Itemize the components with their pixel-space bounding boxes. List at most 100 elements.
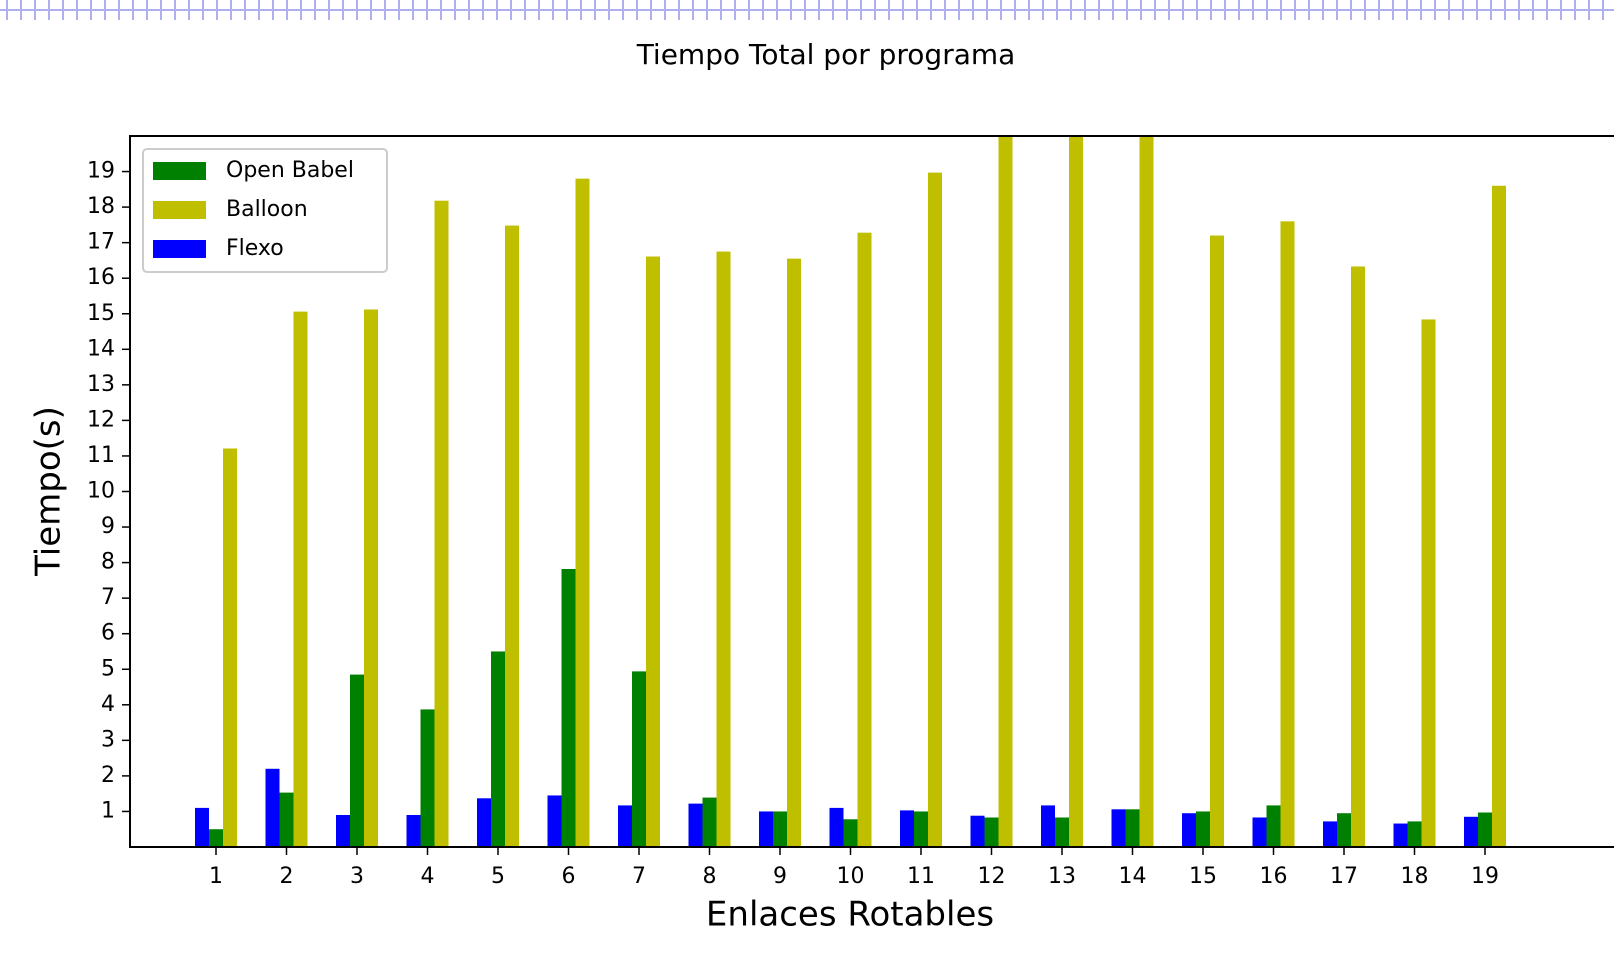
bar	[547, 795, 562, 847]
bar	[618, 805, 632, 847]
x-tick-label: 17	[1330, 864, 1358, 889]
x-tick-label: 5	[491, 864, 505, 889]
bar	[970, 815, 985, 847]
x-tick-label: 16	[1260, 864, 1288, 889]
bar	[1196, 811, 1210, 847]
bar	[1210, 235, 1224, 847]
x-tick-label: 7	[632, 864, 646, 889]
plot-area	[195, 136, 1506, 847]
y-tick-label: 8	[101, 550, 115, 575]
bar	[900, 810, 914, 847]
chart-title: Tiempo Total por programa	[636, 38, 1016, 71]
legend-label: Flexo	[226, 236, 284, 261]
bar	[1041, 805, 1055, 847]
bar	[1393, 823, 1408, 847]
bar	[1139, 136, 1154, 847]
x-tick-label: 9	[773, 864, 787, 889]
bar	[1125, 809, 1140, 847]
y-tick-label: 3	[101, 727, 115, 752]
y-tick-label: 13	[87, 372, 115, 397]
bar	[1055, 817, 1069, 847]
bar	[209, 829, 223, 847]
x-axis-label: Enlaces Rotables	[706, 895, 994, 935]
x-tick-label: 3	[350, 864, 364, 889]
legend-swatch	[153, 240, 206, 258]
x-tick-label: 14	[1119, 864, 1147, 889]
bar	[787, 258, 801, 847]
y-tick-label: 12	[87, 407, 115, 432]
legend-label: Open Babel	[226, 158, 354, 183]
y-axis-label: Tiempo(s)	[29, 406, 69, 577]
bar	[491, 651, 505, 847]
bar	[350, 674, 364, 847]
legend-label: Balloon	[226, 197, 308, 222]
bar	[1182, 813, 1196, 847]
bar	[293, 311, 308, 847]
bar	[1407, 821, 1422, 847]
bar	[984, 817, 999, 847]
bar	[843, 819, 858, 847]
bar	[336, 815, 350, 847]
x-tick-label: 15	[1189, 864, 1217, 889]
y-tick-label: 18	[87, 194, 115, 219]
bar	[279, 792, 294, 847]
bar	[1252, 817, 1267, 847]
top-decoration	[0, 0, 1614, 20]
bar	[914, 811, 928, 847]
x-tick-label: 10	[837, 864, 865, 889]
y-tick-label: 6	[101, 621, 115, 646]
y-tick-label: 2	[101, 763, 115, 788]
bar	[195, 807, 209, 847]
y-tick-label: 5	[101, 656, 115, 681]
bar	[575, 178, 590, 847]
x-tick-label: 12	[978, 864, 1006, 889]
bar	[434, 200, 449, 847]
legend-swatch	[153, 162, 206, 180]
x-tick-label: 2	[280, 864, 294, 889]
x-tick-label: 8	[703, 864, 717, 889]
x-tick-label: 6	[562, 864, 576, 889]
x-tick-label: 11	[907, 864, 935, 889]
bar	[773, 811, 787, 847]
bar	[1069, 136, 1083, 847]
y-tick-label: 17	[87, 230, 115, 255]
bar	[1280, 221, 1295, 847]
bar	[477, 798, 491, 847]
bar	[1492, 185, 1506, 847]
y-tick-label: 4	[101, 692, 115, 717]
bar	[1351, 266, 1365, 847]
bar	[688, 803, 703, 847]
y-tick-label: 14	[87, 336, 115, 361]
bar	[928, 172, 942, 847]
bar	[364, 309, 378, 847]
bar	[1478, 812, 1492, 847]
bar	[265, 768, 280, 847]
bar	[702, 797, 717, 847]
x-tick-label: 19	[1471, 864, 1499, 889]
bar	[857, 232, 872, 847]
y-tick-label: 10	[87, 479, 115, 504]
x-tick-label: 13	[1048, 864, 1076, 889]
x-tick-label: 4	[421, 864, 435, 889]
y-tick-label: 11	[87, 443, 115, 468]
y-tick-label: 9	[101, 514, 115, 539]
y-tick-label: 19	[87, 159, 115, 184]
bar	[759, 811, 773, 847]
bar	[646, 256, 660, 847]
bar	[1421, 319, 1436, 847]
legend-swatch	[153, 201, 206, 219]
x-tick-label: 1	[209, 864, 223, 889]
bar	[1111, 809, 1126, 847]
bar	[1323, 821, 1337, 847]
y-tick-label: 1	[101, 798, 115, 823]
bar	[1337, 813, 1351, 847]
bar	[406, 815, 421, 847]
bar	[829, 807, 844, 847]
y-tick-label: 16	[87, 265, 115, 290]
bar	[1464, 816, 1478, 847]
bar	[998, 136, 1013, 847]
bar	[632, 671, 646, 847]
bar	[505, 225, 519, 847]
x-tick-label: 18	[1401, 864, 1429, 889]
